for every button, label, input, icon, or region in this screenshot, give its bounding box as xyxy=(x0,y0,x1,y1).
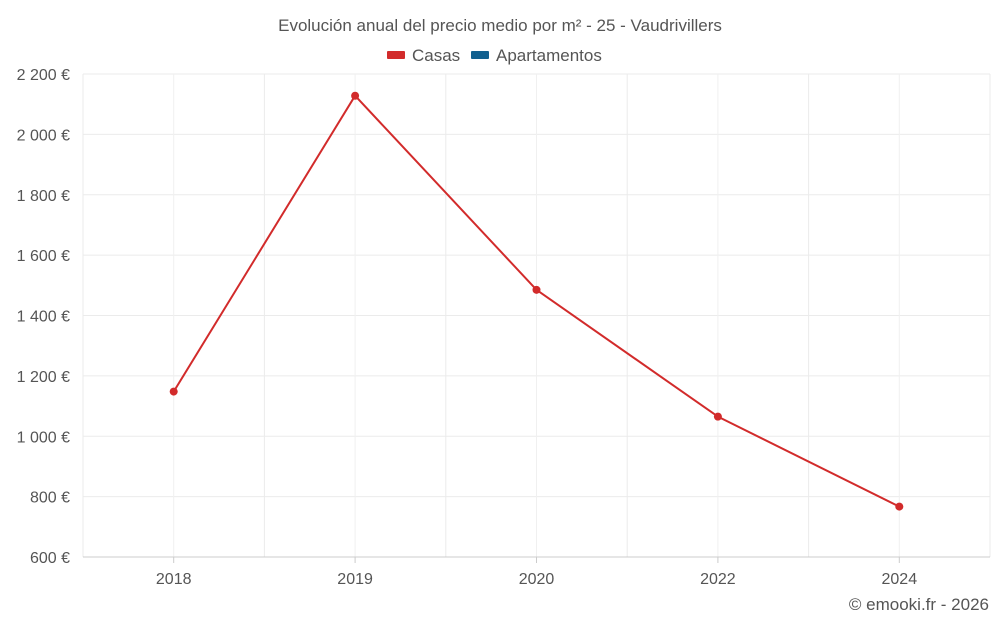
legend-swatch-apartamentos xyxy=(471,51,489,59)
legend-item-casas[interactable]: Casas xyxy=(387,46,460,65)
grid xyxy=(82,73,991,557)
y-tick-label: 2 000 € xyxy=(17,127,70,144)
axes: 600 € 800 € 1 000 € 1 200 € 1 400 € 1 600 € 1 … xyxy=(17,67,990,588)
y-tick-label: 2 200 € xyxy=(17,67,70,84)
data-point-casas-2018[interactable] xyxy=(169,387,178,396)
data-point-casas-2020[interactable] xyxy=(532,285,541,294)
data-point-casas-2024[interactable] xyxy=(895,502,904,511)
y-tick-label: 1 400 € xyxy=(17,309,70,326)
x-tick-label: 2019 xyxy=(337,571,373,588)
chart-title: Evolución anual del precio medio por m² … xyxy=(278,16,722,35)
y-tick-label: 1 200 € xyxy=(17,369,70,386)
series-casas xyxy=(169,91,904,511)
y-tick-label: 1 000 € xyxy=(17,429,70,446)
legend-item-apartamentos[interactable]: Apartamentos xyxy=(471,46,602,65)
legend: Casas Apartamentos xyxy=(387,46,602,65)
x-tick-label: 2022 xyxy=(700,571,736,588)
credit-text: © emooki.fr - 2026 xyxy=(849,595,989,614)
legend-label-apartamentos: Apartamentos xyxy=(496,46,602,65)
y-tick-label: 800 € xyxy=(30,490,70,507)
y-tick-label: 1 600 € xyxy=(17,248,70,265)
legend-label-casas: Casas xyxy=(412,46,460,65)
y-tick-label: 1 800 € xyxy=(17,188,70,205)
data-point-casas-2022[interactable] xyxy=(713,412,722,421)
x-tick-label: 2018 xyxy=(156,571,192,588)
x-tick-label: 2020 xyxy=(519,571,555,588)
data-point-casas-2019[interactable] xyxy=(351,91,360,100)
y-tick-label: 600 € xyxy=(30,550,70,567)
legend-swatch-casas xyxy=(387,51,405,59)
x-tick-label: 2024 xyxy=(882,571,918,588)
